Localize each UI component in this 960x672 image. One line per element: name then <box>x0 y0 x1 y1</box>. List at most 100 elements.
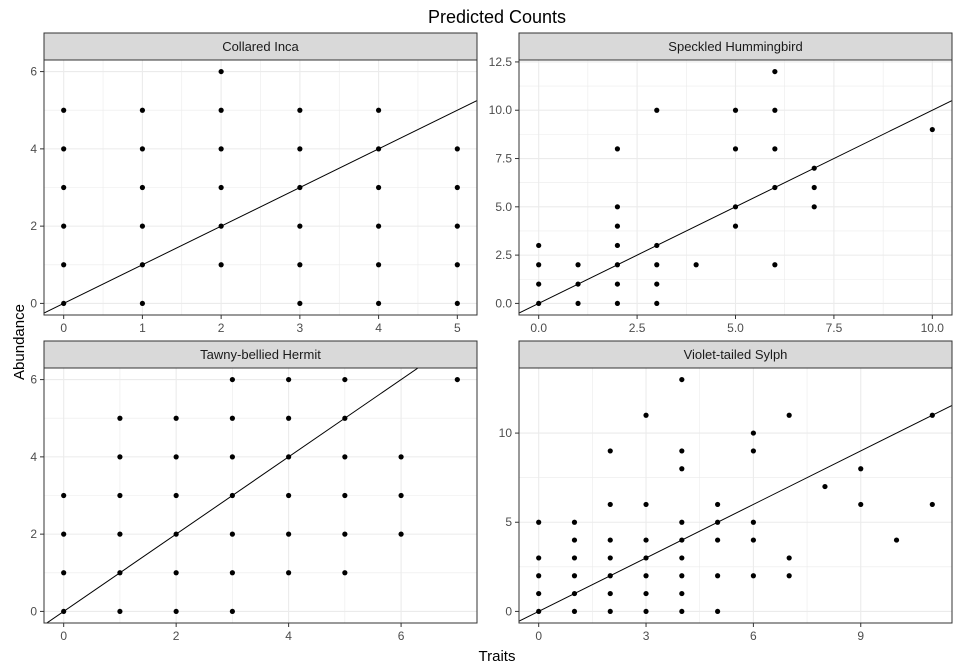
facet-strip-label: Tawny-bellied Hermit <box>200 347 321 362</box>
data-point <box>654 107 660 113</box>
data-point <box>772 68 778 75</box>
data-point <box>454 300 460 307</box>
data-point <box>117 454 123 460</box>
data-point <box>929 501 935 508</box>
data-point <box>772 107 778 113</box>
x-tick-label: 10.0 <box>921 321 945 335</box>
data-point <box>229 570 235 576</box>
data-point <box>173 531 179 537</box>
data-point <box>61 492 67 499</box>
data-point <box>571 573 578 579</box>
data-point <box>607 555 613 561</box>
data-point <box>715 501 721 508</box>
data-point <box>732 223 739 229</box>
data-point <box>286 454 292 460</box>
data-point <box>607 573 613 579</box>
data-point <box>173 454 179 460</box>
data-point <box>286 570 292 576</box>
data-point <box>139 300 146 307</box>
x-tick-label: 5 <box>454 321 461 335</box>
y-tick-label: 4 <box>30 450 37 464</box>
fit-line <box>44 100 477 314</box>
y-tick-label: 0 <box>30 604 37 618</box>
x-tick-label: 2 <box>173 629 180 643</box>
data-point <box>679 573 685 579</box>
data-points <box>536 68 935 307</box>
data-point <box>229 415 235 421</box>
data-point <box>811 204 817 210</box>
data-point <box>218 184 224 191</box>
data-point <box>679 555 685 561</box>
data-point <box>607 590 613 597</box>
facet-panel: Violet-tailed Sylph 0 3 6 9 0 5 10 <box>499 340 953 643</box>
data-point <box>643 555 649 561</box>
data-point <box>750 448 756 454</box>
data-point <box>643 573 649 579</box>
x-tick-label: 2 <box>218 321 225 335</box>
data-point <box>715 519 721 525</box>
data-point <box>375 262 382 268</box>
data-point <box>607 448 613 454</box>
data-point <box>679 537 685 543</box>
data-point <box>61 223 67 229</box>
y-tick-label: 12.5 <box>489 55 513 69</box>
y-tick-label: 10.0 <box>489 103 513 117</box>
data-point <box>643 501 649 508</box>
data-point <box>571 555 578 561</box>
data-point <box>117 531 123 537</box>
data-point <box>643 537 649 543</box>
data-point <box>173 570 179 576</box>
data-point <box>218 146 224 152</box>
data-point <box>454 184 460 191</box>
data-point <box>297 262 303 268</box>
data-point <box>398 531 404 537</box>
x-tick-label: 5.0 <box>727 321 744 335</box>
facet-strip <box>43 32 478 61</box>
data-point <box>297 223 303 229</box>
x-tick-label: 0 <box>60 321 67 335</box>
data-point <box>61 146 67 152</box>
data-point <box>929 126 935 133</box>
data-point <box>218 223 224 229</box>
data-point <box>229 492 235 499</box>
data-point <box>786 412 792 418</box>
x-tick-label: 0 <box>60 629 67 643</box>
data-point <box>643 412 649 418</box>
y-tick-label: 6 <box>30 65 37 79</box>
data-point <box>614 281 621 287</box>
data-point <box>61 300 67 307</box>
data-point <box>614 262 621 268</box>
data-point <box>536 590 542 597</box>
data-point <box>139 223 146 229</box>
data-point <box>61 531 67 537</box>
data-point <box>822 483 828 490</box>
data-point <box>286 492 292 499</box>
data-point <box>218 262 224 268</box>
data-point <box>732 107 739 113</box>
data-point <box>536 608 542 615</box>
data-point <box>643 608 649 615</box>
data-point <box>139 146 146 152</box>
x-tick-label: 0.0 <box>530 321 547 335</box>
panel-border <box>43 59 478 316</box>
data-point <box>536 555 542 561</box>
data-point <box>229 608 235 615</box>
data-point <box>679 448 685 454</box>
data-point <box>693 262 699 268</box>
data-point <box>286 531 292 537</box>
data-point <box>61 107 67 113</box>
y-tick-label: 6 <box>30 373 37 387</box>
data-point <box>454 262 460 268</box>
data-point <box>61 184 67 191</box>
data-point <box>654 300 660 307</box>
x-tick-label: 0 <box>535 629 542 643</box>
data-point <box>929 412 935 418</box>
grid-lines <box>519 60 952 315</box>
data-point <box>679 590 685 597</box>
data-point <box>342 415 348 421</box>
data-point <box>786 573 792 579</box>
data-point <box>375 107 382 113</box>
y-tick-label: 0.0 <box>495 296 512 310</box>
data-point <box>786 555 792 561</box>
